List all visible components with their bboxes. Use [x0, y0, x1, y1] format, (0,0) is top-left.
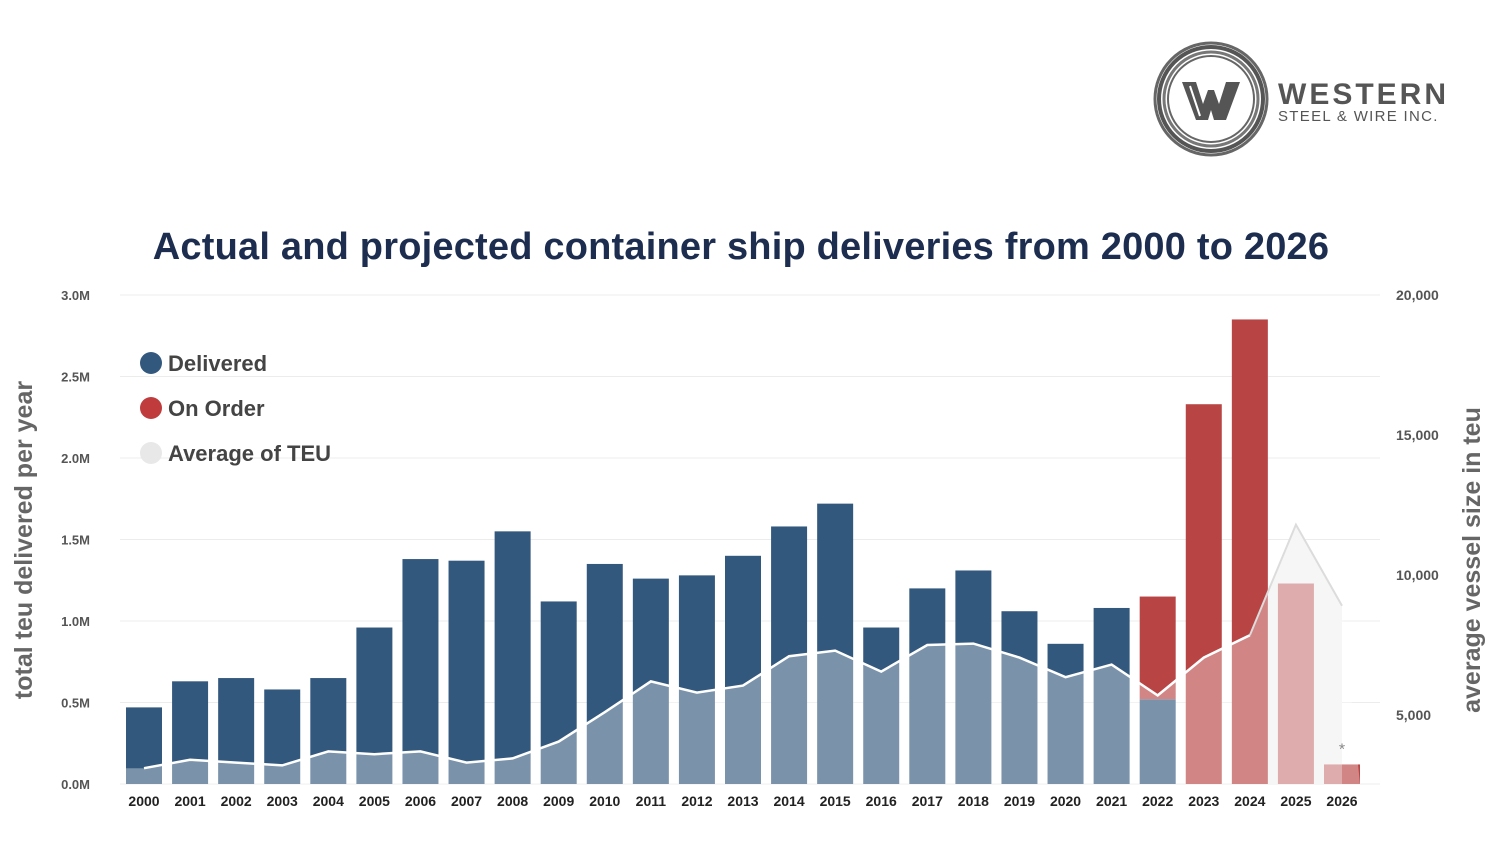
logo-wire-circle-icon: [1153, 41, 1269, 157]
x-tick-label: 2010: [589, 793, 620, 809]
legend-marker: [140, 442, 162, 464]
average-area-overlay: [126, 524, 1360, 784]
y2-tick-label: 5,000: [1396, 707, 1431, 723]
bar-delivered: [678, 575, 715, 784]
bar-delivered: [448, 560, 485, 784]
x-tick-label: 2006: [405, 793, 436, 809]
x-tick-label: 2011: [636, 793, 667, 809]
x-tick-label: 2017: [912, 793, 943, 809]
x-tick-label: 2000: [128, 793, 159, 809]
bar-delivered: [218, 678, 255, 784]
x-tick-label: 2004: [313, 793, 344, 809]
bar-delivered: [126, 707, 162, 784]
bar-delivered: [863, 627, 900, 784]
x-tick-label: 2023: [1188, 793, 1219, 809]
y-tick-label: 2.0M: [61, 451, 90, 466]
bar-on-order: [1277, 583, 1314, 784]
x-tick-label: 2005: [359, 793, 390, 809]
bar-on-order: [1342, 764, 1360, 784]
company-logo: WESTERN STEEL & WIRE INC.: [1150, 38, 1480, 160]
bar-delivered: [955, 570, 992, 784]
logo-name: WESTERN: [1278, 78, 1449, 111]
x-tick-label: 2003: [267, 793, 298, 809]
x-tick-label: 2016: [866, 793, 897, 809]
x-tick-label: 2018: [958, 793, 989, 809]
bar-delivered: [1001, 611, 1038, 784]
y-tick-label: 1.0M: [61, 614, 90, 629]
x-tick-label: 2012: [681, 793, 712, 809]
y-tick-label: 1.5M: [61, 533, 90, 548]
x-tick-label: 2001: [174, 793, 205, 809]
x-tick-label: 2025: [1280, 793, 1311, 809]
logo-subtitle: STEEL & WIRE INC.: [1278, 108, 1439, 125]
annotation-asterisk: *: [1339, 741, 1345, 758]
x-tick-label: 2014: [773, 793, 804, 809]
bar-delivered: [1047, 643, 1084, 784]
x-tick-label: 2026: [1326, 793, 1357, 809]
x-tick-label: 2008: [497, 793, 528, 809]
bar-delivered: [310, 678, 347, 784]
y2-tick-label: 10,000: [1396, 567, 1439, 583]
bar-delivered: [909, 588, 946, 784]
y-tick-label: 0.0M: [61, 777, 90, 792]
x-tick-label: 2021: [1096, 793, 1127, 809]
legend-label: On Order: [168, 396, 265, 421]
bar-delivered: [817, 503, 854, 784]
x-tick-label: 2015: [820, 793, 851, 809]
bar-delivered: [540, 601, 577, 784]
legend-label: Average of TEU: [168, 441, 331, 466]
y-tick-label: 2.5M: [61, 370, 90, 385]
chart-title: Actual and projected container ship deli…: [152, 226, 1330, 268]
y2-axis-label: average vessel size in teu: [1458, 407, 1486, 713]
x-tick-label: 2013: [727, 793, 758, 809]
bar-on-order-projected: [1324, 764, 1342, 784]
x-tick-label: 2007: [451, 793, 482, 809]
bar-delivered: [1139, 699, 1176, 784]
x-tick-label: 2020: [1050, 793, 1081, 809]
bar-delivered: [494, 531, 531, 784]
x-tick-label: 2022: [1142, 793, 1173, 809]
bar-on-order: [1139, 596, 1176, 700]
y-axis-label: total teu delivered per year: [10, 381, 38, 699]
x-tick-label: 2002: [221, 793, 252, 809]
bar-on-order: [1231, 319, 1268, 784]
bar-delivered: [725, 555, 761, 784]
y-tick-label: 0.5M: [61, 696, 90, 711]
y2-tick-label: 20,000: [1396, 287, 1439, 303]
legend-marker: [140, 352, 162, 374]
legend-label: Delivered: [168, 351, 267, 376]
bar-delivered: [172, 681, 209, 784]
legend-marker: [140, 397, 162, 419]
x-tick-label: 2009: [543, 793, 574, 809]
bar-delivered: [264, 689, 301, 784]
projected-average-line: [1248, 522, 1343, 636]
bar-delivered: [356, 627, 393, 784]
x-tick-label: 2019: [1004, 793, 1035, 809]
y-tick-label: 3.0M: [61, 288, 90, 303]
bar-delivered: [586, 563, 623, 784]
y2-tick-label: 15,000: [1396, 427, 1439, 443]
average-teu-line: [143, 634, 1251, 770]
bar-on-order: [1185, 404, 1222, 784]
x-tick-label: 2024: [1234, 793, 1265, 809]
bar-delivered: [402, 559, 439, 784]
bar-delivered: [1093, 607, 1130, 784]
